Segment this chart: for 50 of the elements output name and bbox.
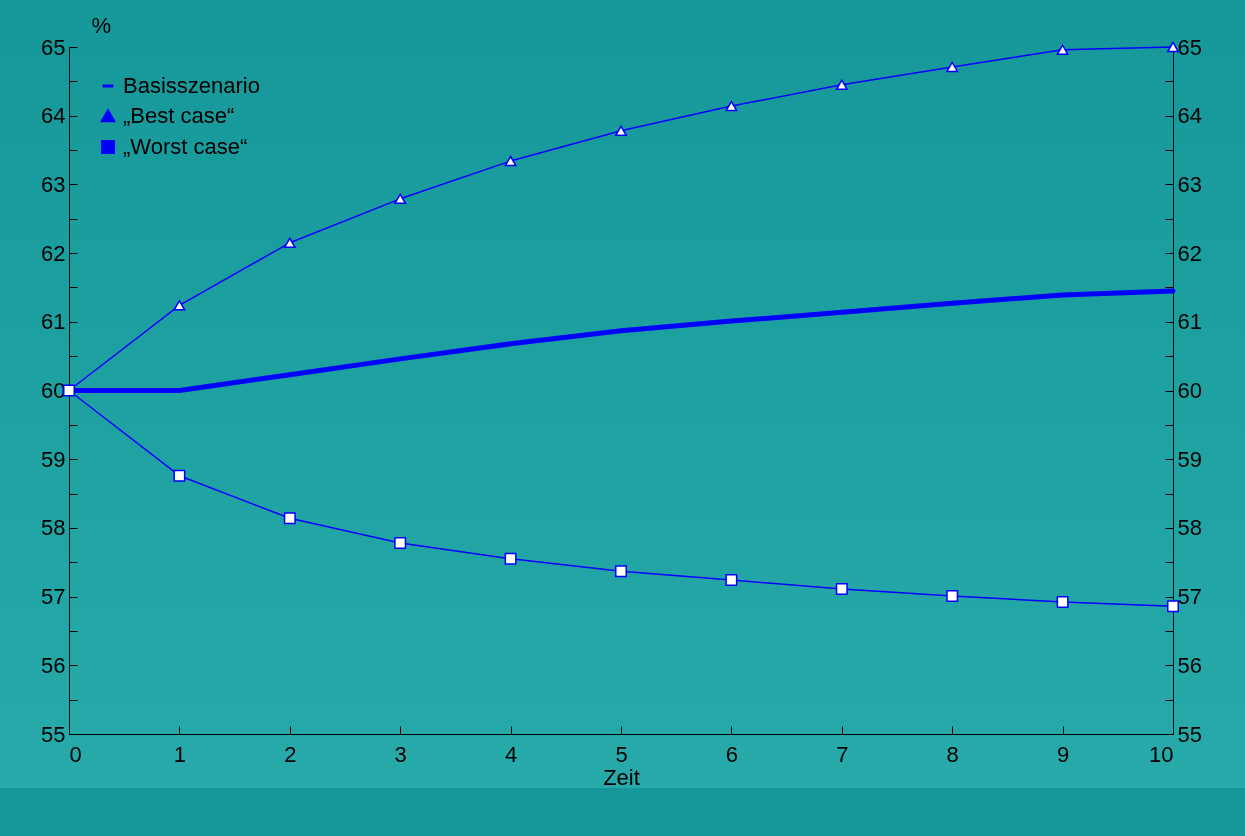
y-tick-label: 62 — [41, 240, 66, 266]
y-tick-label: 64 — [41, 103, 66, 129]
point — [946, 61, 959, 73]
x-axis-title: Zeit — [603, 764, 640, 790]
x-tick-label: 9 — [1056, 741, 1070, 767]
x-tick-label: 0 — [69, 741, 82, 767]
point — [394, 537, 407, 550]
point — [615, 565, 627, 578]
point — [835, 583, 848, 596]
y2-tick-label: 64 — [1177, 103, 1202, 129]
y-tick-label: 56 — [41, 652, 66, 678]
point — [504, 552, 517, 565]
x-tick-label: 6 — [725, 741, 739, 767]
point — [835, 79, 848, 91]
y-tick-label: 58 — [41, 515, 66, 541]
y-tick-label: 57 — [41, 584, 66, 610]
point — [283, 237, 296, 249]
y-tick-label: 55 — [41, 721, 66, 747]
y2-tick-label: 60 — [1177, 378, 1202, 403]
x-tick-label: 3 — [394, 741, 407, 767]
y2-tick-label: 58 — [1177, 515, 1202, 541]
x-tick-label: 10 — [1149, 741, 1174, 767]
y-tick-label: 61 — [41, 309, 66, 335]
y-tick-label: 59 — [41, 446, 66, 472]
y-tick-label: 65 — [41, 34, 66, 60]
point — [1056, 596, 1069, 609]
legend-label: „Worst case“ — [123, 134, 248, 159]
y2-tick-label: 55 — [1177, 721, 1202, 747]
y2-tick-label: 62 — [1177, 240, 1202, 266]
y2-tick-label: 61 — [1177, 309, 1202, 335]
point — [1167, 600, 1179, 613]
x-tick-label: 2 — [284, 741, 297, 767]
point — [283, 512, 296, 525]
legend-label: „Best case“ — [123, 103, 235, 128]
legend-label: Basisszenario — [123, 73, 260, 98]
x-tick-label: 5 — [615, 741, 628, 767]
y2-tick-label: 65 — [1177, 34, 1202, 60]
x-tick-label: 7 — [836, 741, 849, 767]
y-tick-label: 63 — [41, 171, 66, 197]
x-tick-label: 8 — [946, 741, 959, 767]
y2-tick-label: 57 — [1177, 584, 1202, 610]
point — [946, 589, 959, 602]
point — [725, 574, 738, 587]
y2-tick-label: 59 — [1177, 446, 1202, 472]
y-axis-title: % — [91, 12, 112, 38]
point — [394, 193, 407, 205]
y2-tick-label: 56 — [1177, 652, 1202, 678]
x-tick-label: 4 — [504, 741, 518, 767]
y2-tick-label: 63 — [1177, 171, 1202, 197]
x-tick-label: 1 — [173, 741, 187, 767]
